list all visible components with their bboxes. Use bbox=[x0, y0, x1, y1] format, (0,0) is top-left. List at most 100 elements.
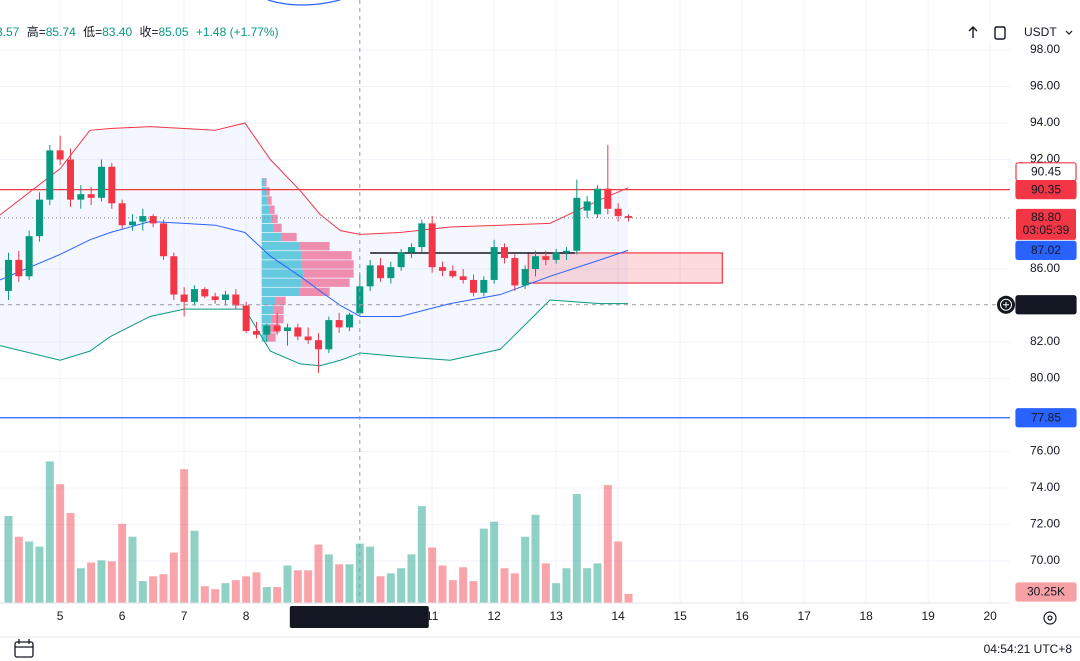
currency-label[interactable]: USDT bbox=[1024, 25, 1057, 39]
candle-body bbox=[449, 270, 457, 277]
middle-band-label-bg bbox=[1015, 240, 1077, 260]
volume-bar bbox=[87, 562, 96, 603]
button-bg[interactable] bbox=[989, 22, 1011, 44]
volume-bar bbox=[76, 568, 85, 603]
candle-body bbox=[118, 203, 126, 226]
volume-bar bbox=[386, 573, 395, 603]
profile-buy bbox=[261, 305, 274, 315]
profile-buy bbox=[261, 214, 272, 224]
volume-bar bbox=[97, 560, 106, 603]
band-upper bbox=[0, 122, 629, 235]
upper-band-label: 90.45 bbox=[1031, 164, 1061, 178]
volume-bar bbox=[252, 572, 261, 603]
volume-bar bbox=[572, 494, 581, 603]
profile-sell bbox=[299, 287, 330, 297]
crosshair-price-label: 84.04 bbox=[1031, 297, 1061, 311]
reset-button[interactable] bbox=[989, 22, 1011, 44]
profile-buy bbox=[261, 205, 270, 214]
volume-bar bbox=[335, 564, 344, 603]
band-middle bbox=[0, 221, 629, 317]
toolbar: USDT bbox=[962, 22, 1073, 44]
y-tick-label: 98.00 bbox=[1030, 42, 1060, 56]
volume-bar bbox=[231, 580, 240, 603]
y-tick-label: 70.00 bbox=[1030, 553, 1060, 567]
countdown-label: 03:05:39 bbox=[1023, 223, 1070, 237]
settings-icon[interactable] bbox=[1043, 611, 1057, 625]
y-tick-label: 92.00 bbox=[1030, 152, 1060, 166]
candle-body bbox=[263, 325, 271, 335]
profile-buy bbox=[261, 178, 265, 187]
candle-body bbox=[139, 216, 147, 222]
add-alert-button[interactable] bbox=[997, 295, 1015, 314]
candle-body bbox=[97, 166, 105, 198]
candle-body bbox=[583, 201, 591, 211]
candle-body bbox=[252, 331, 260, 335]
legend-open: 3.57 bbox=[0, 25, 20, 39]
candle-body bbox=[56, 150, 64, 160]
volume-bar bbox=[180, 469, 189, 603]
profile-buy bbox=[261, 187, 267, 196]
axes: 70.00 72.00 74.00 76.00 80.00 82.00 86.00 92.00… bbox=[0, 42, 1077, 628]
candle-body bbox=[294, 327, 302, 337]
last-price-label: 88.80 bbox=[1031, 210, 1061, 224]
candle-body bbox=[521, 269, 529, 286]
settings-button[interactable] bbox=[1043, 611, 1057, 625]
zone bbox=[527, 252, 723, 284]
candle-body bbox=[149, 216, 157, 224]
legend-label: 收= bbox=[139, 25, 158, 39]
profile-buy bbox=[261, 241, 300, 251]
candle-body bbox=[428, 223, 436, 268]
legend-label: 低= bbox=[83, 25, 102, 39]
x-tick-label: 8 bbox=[243, 609, 250, 623]
volume-bar bbox=[510, 573, 519, 603]
x-tick-label: 11 bbox=[426, 609, 439, 623]
candle-body bbox=[87, 194, 95, 198]
volume-bar bbox=[397, 568, 406, 603]
hline-label: 77.85 bbox=[1031, 410, 1061, 424]
volume-bar bbox=[490, 521, 499, 603]
x-tick-label: 5 bbox=[57, 609, 64, 623]
x-tick-label: 12 bbox=[487, 609, 501, 623]
volume-bar bbox=[262, 587, 271, 603]
candle-body bbox=[604, 188, 612, 209]
y-tick-label: 76.00 bbox=[1030, 444, 1060, 458]
y-tick-label: 94.00 bbox=[1030, 115, 1060, 129]
volume-bar bbox=[283, 565, 292, 603]
x-tick-label: 14 bbox=[611, 609, 625, 623]
ohlc-legend: 3.57 高=85.74 低=83.40 收=85.05 +1.48 (+1.7… bbox=[0, 24, 279, 39]
hline-label-bg bbox=[1015, 180, 1077, 200]
footer-time: 04:54:21 UTC+8 bbox=[984, 642, 1073, 656]
candle-body bbox=[593, 188, 601, 215]
scroll-up-button[interactable] bbox=[962, 22, 984, 44]
candle-body bbox=[511, 258, 519, 286]
candle-body bbox=[542, 256, 550, 260]
volume-bar bbox=[438, 565, 447, 603]
profile-buy bbox=[261, 287, 300, 297]
calendar-button[interactable] bbox=[14, 639, 34, 658]
profile-sell bbox=[301, 251, 352, 260]
volume-bar bbox=[4, 516, 13, 603]
x-tick-label: 18 bbox=[859, 609, 873, 623]
candle-body bbox=[159, 223, 167, 257]
candle-body bbox=[490, 247, 498, 280]
x-tick-label: 15 bbox=[673, 609, 687, 623]
candle-body bbox=[180, 294, 188, 302]
calendar-icon[interactable] bbox=[14, 641, 34, 658]
volume-bar bbox=[479, 528, 488, 603]
candle-body bbox=[221, 294, 229, 301]
candle-body bbox=[242, 305, 250, 332]
volume-bar bbox=[500, 568, 509, 603]
currency-dropdown[interactable]: USDT bbox=[1024, 25, 1073, 39]
add-button-ring bbox=[1000, 298, 1012, 311]
volume-bar bbox=[107, 561, 116, 603]
volume-bar bbox=[583, 568, 592, 603]
candle-body bbox=[531, 256, 539, 269]
volume-bar bbox=[14, 536, 23, 603]
hline-label: 90.35 bbox=[1031, 182, 1061, 196]
profile-buy bbox=[261, 296, 276, 306]
volume-bar bbox=[624, 593, 633, 603]
candle-body bbox=[66, 159, 74, 200]
volume-bar bbox=[314, 544, 323, 603]
profile-sell bbox=[269, 205, 275, 214]
